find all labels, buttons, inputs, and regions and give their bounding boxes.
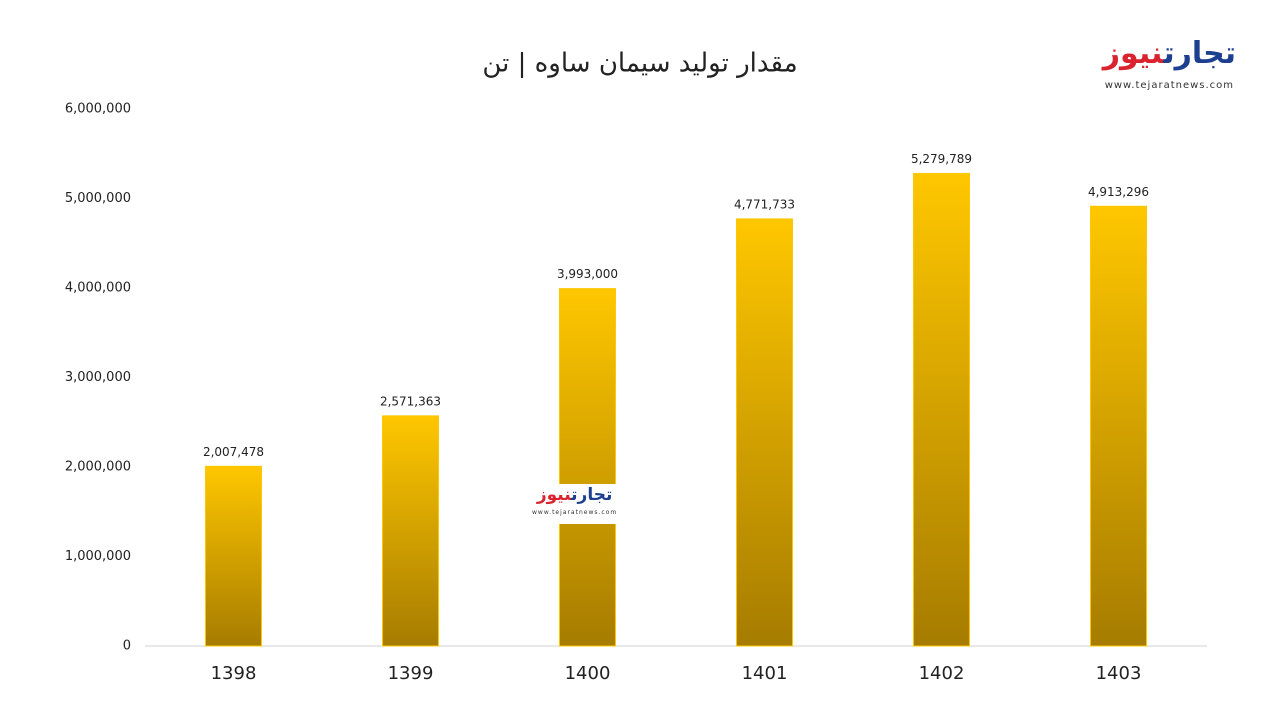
bar	[913, 172, 970, 647]
x-tick-label: 1402	[919, 663, 965, 684]
value-label: 4,771,733	[734, 197, 795, 211]
x-tick-label: 1401	[742, 663, 788, 684]
bar	[559, 288, 616, 647]
value-label: 4,913,296	[1088, 185, 1149, 199]
y-tick-label: 5,000,000	[65, 191, 131, 206]
value-label: 2,571,363	[380, 394, 441, 408]
watermark-name-2: نیوز	[536, 485, 572, 505]
bar	[736, 218, 793, 647]
watermark: تجارتنیوز www.tejaratnews.com	[528, 484, 622, 524]
x-tick-label: 1403	[1096, 663, 1142, 684]
bar	[205, 465, 262, 647]
value-label: 5,279,789	[911, 152, 972, 166]
bar	[1090, 205, 1147, 647]
x-tick-label: 1398	[211, 663, 257, 684]
logo-name-1: تجارت	[1163, 36, 1236, 71]
y-tick-label: 0	[123, 639, 131, 654]
x-tick-label: 1400	[565, 663, 611, 684]
chart-title: مقدار تولید سیمان ساوه | تن	[482, 49, 797, 79]
logo-name-2: نیوز	[1102, 36, 1164, 71]
logo: تجارتنیوز www.tejaratnews.com	[1103, 38, 1236, 102]
value-label: 3,993,000	[557, 267, 618, 281]
y-tick-label: 6,000,000	[65, 102, 131, 117]
y-tick-label: 1,000,000	[65, 549, 131, 564]
value-label: 2,007,478	[203, 445, 264, 459]
bar	[382, 415, 439, 647]
y-tick-label: 4,000,000	[65, 281, 131, 296]
x-tick-label: 1399	[388, 663, 434, 684]
logo-url: www.tejaratnews.com	[1104, 80, 1235, 91]
watermark-url: www.tejaratnews.com	[532, 509, 618, 516]
y-tick-label: 3,000,000	[65, 370, 131, 385]
watermark-name-1: تجارت	[571, 485, 613, 505]
y-tick-label: 2,000,000	[65, 460, 131, 475]
